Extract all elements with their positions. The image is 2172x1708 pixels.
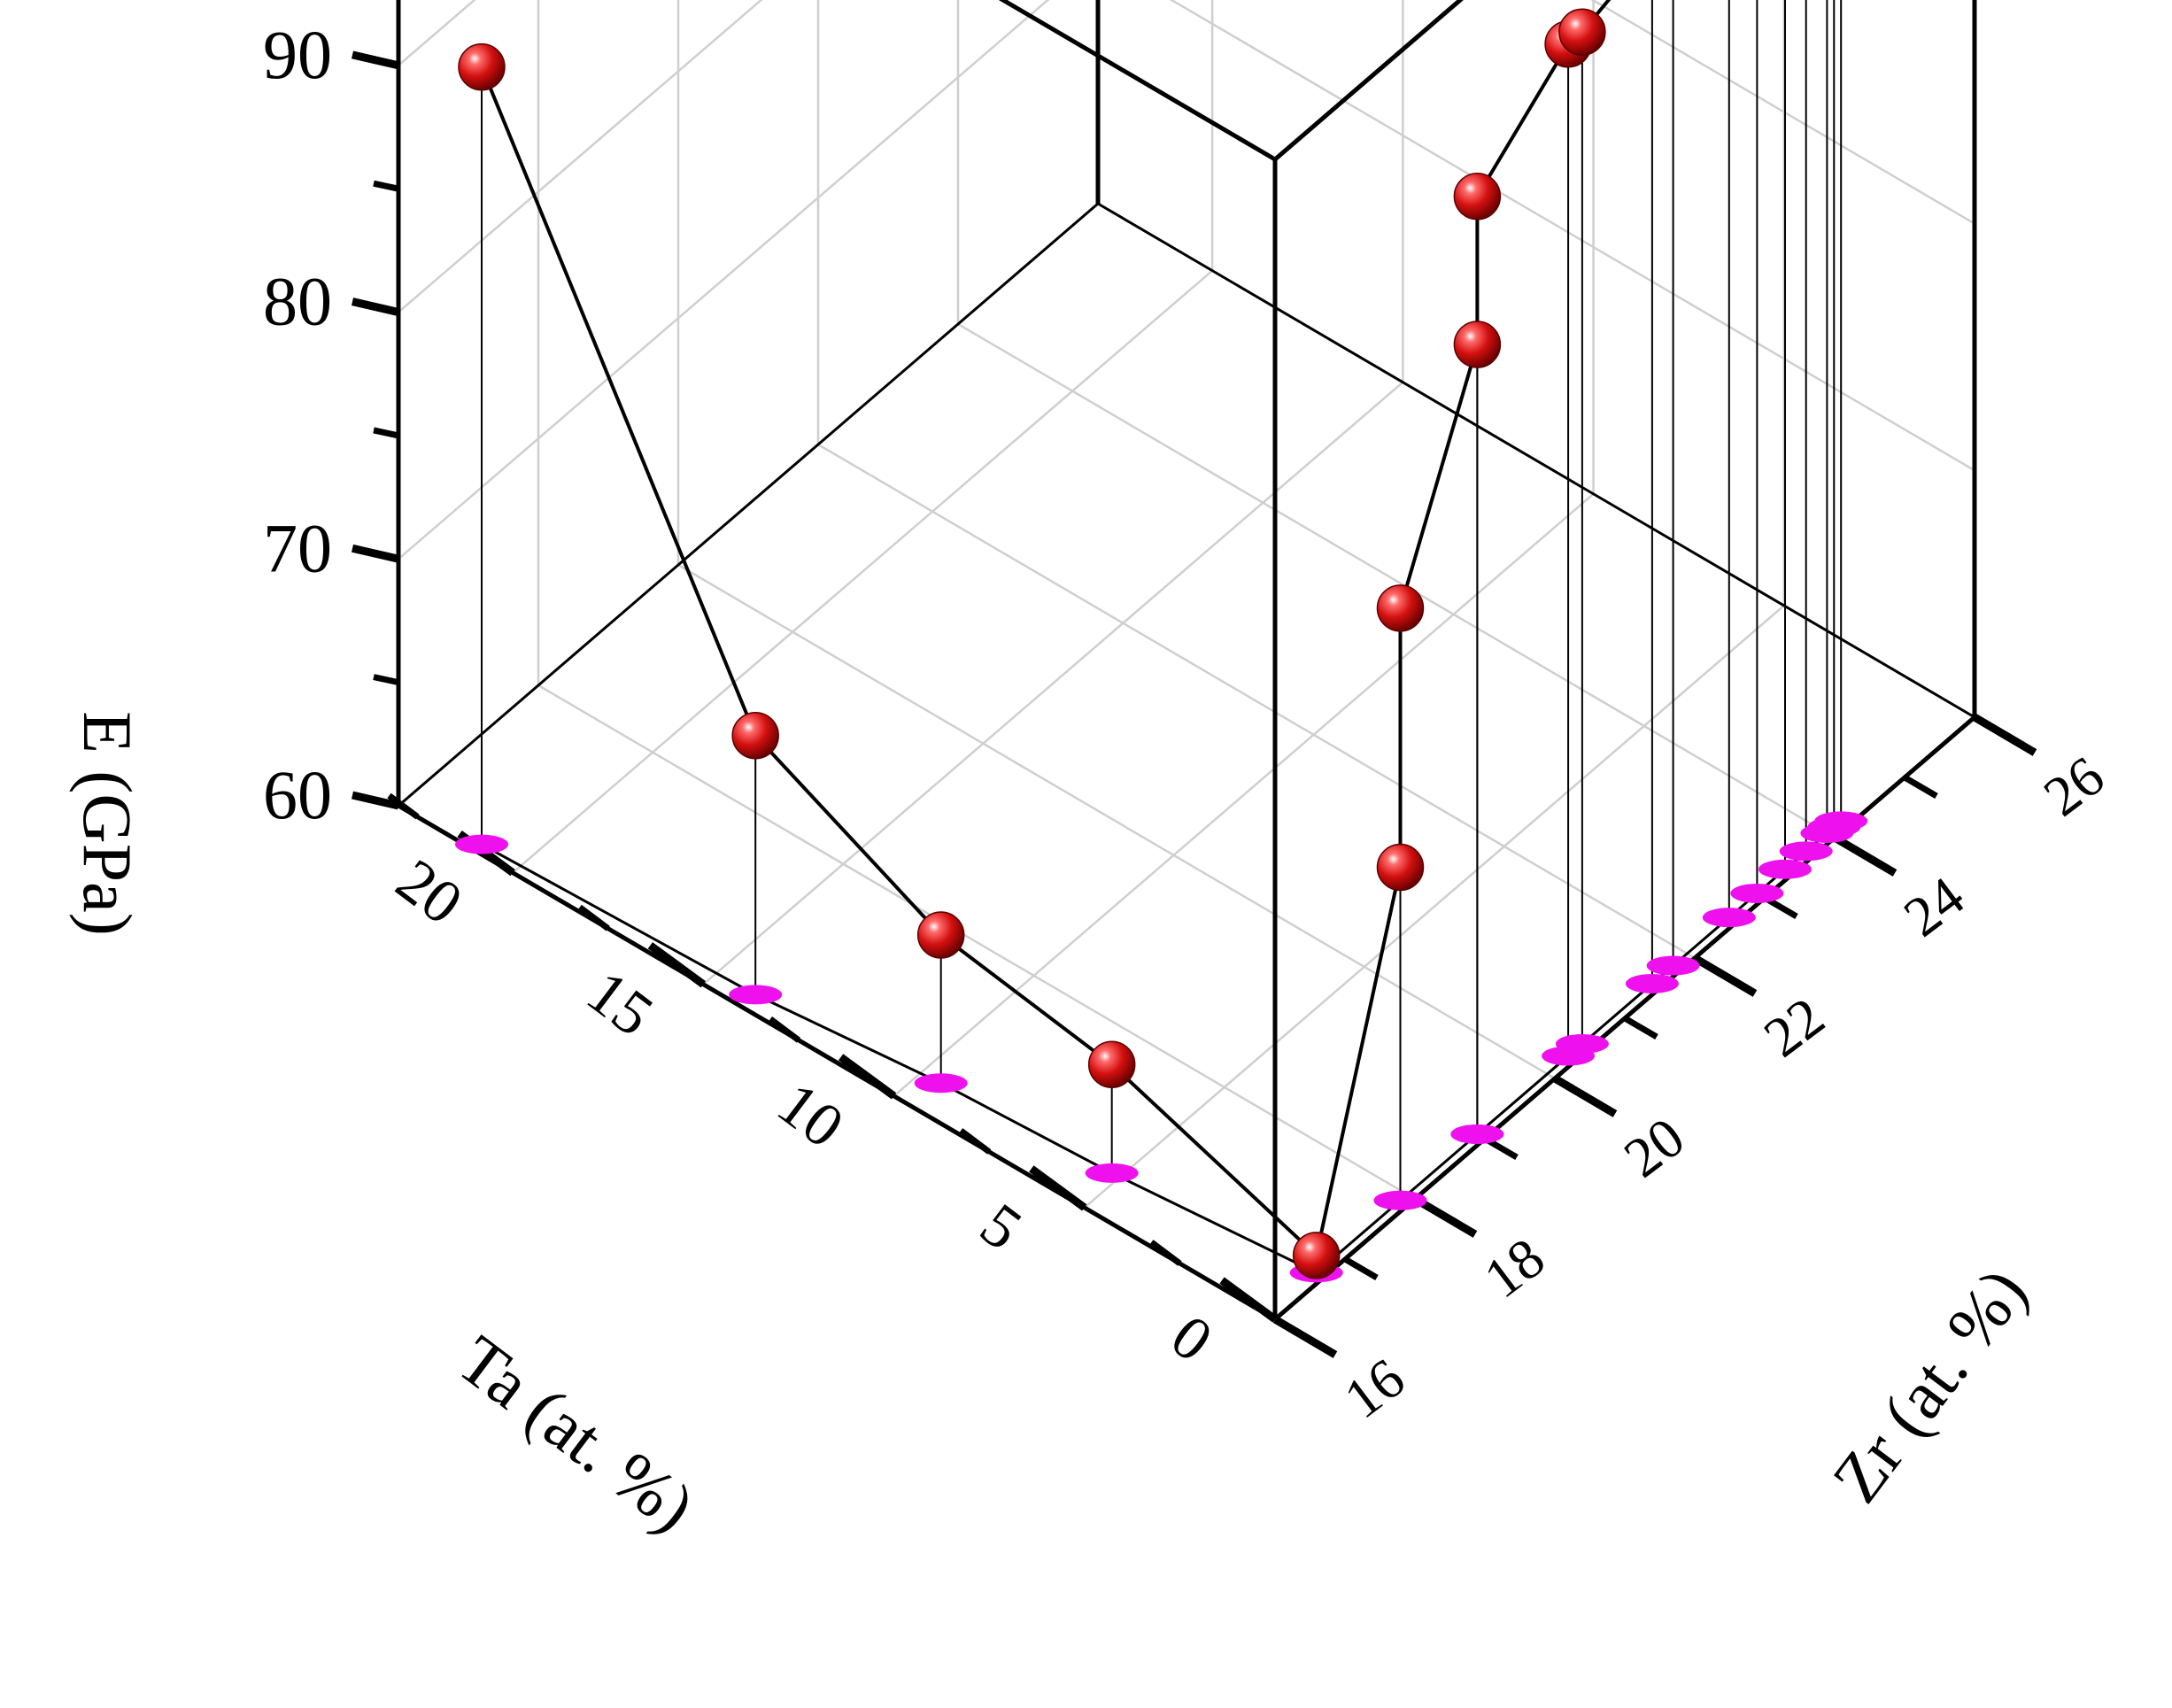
axis-labels: E (GPa) Ta (at. %) Zr (at. %) 60 70 80 90 10… [69, 16, 2115, 1547]
data-point [1558, 8, 1606, 56]
tick-major-e [351, 544, 400, 563]
tick-label-ta: 5 [968, 1191, 1033, 1264]
tick-major-zr [1552, 1075, 1618, 1117]
data-point [731, 711, 779, 760]
data-point [916, 911, 965, 959]
data-points [458, 8, 1606, 1279]
tick-minor-ta [959, 1128, 992, 1155]
grid-line-floor-zr [537, 684, 1416, 1201]
tick-label-ta: 20 [384, 846, 475, 939]
tick-major-e [351, 50, 400, 70]
tick-minor-zr [1903, 774, 1938, 800]
series-line [480, 0, 1612, 1259]
tick-minor-ta [768, 1016, 801, 1043]
tick-label-ta: 0 [1158, 1302, 1224, 1376]
tick-label-e: 80 [263, 263, 332, 340]
data-point [1453, 173, 1502, 220]
tick-label-e: 90 [263, 16, 332, 93]
tick-minor-ta [387, 792, 420, 820]
projection-marker [729, 985, 783, 1005]
axis-ticks [351, 50, 2037, 1358]
tick-minor-zr [1623, 1015, 1658, 1040]
grid [397, 0, 1976, 1321]
tick-minor-zr [1343, 1256, 1379, 1281]
tick-major-ta [1029, 1165, 1087, 1211]
tick-label-zr: 20 [1612, 1105, 1696, 1189]
tick-label-zr: 22 [1752, 985, 1836, 1069]
tick-label-zr: 24 [1892, 864, 1975, 948]
tick-minor-e [373, 180, 399, 192]
zr-axis-title: Zr (at. %) [1817, 1254, 2041, 1516]
tick-major-e [351, 298, 400, 316]
data-point [458, 43, 506, 91]
grid-line-wall-e [1590, 0, 1975, 225]
projection-marker [1450, 1124, 1504, 1144]
tick-major-ta [647, 942, 707, 988]
tick-major-zr [1972, 714, 2037, 756]
tick-label-zr: 26 [2032, 744, 2115, 828]
tick-minor-ta [1149, 1240, 1182, 1266]
projection-marker [914, 1073, 968, 1094]
tick-label-e: 60 [263, 756, 332, 833]
projection-marker [1373, 1190, 1427, 1210]
projection-marker [1702, 908, 1756, 928]
tick-label-e: 70 [263, 509, 332, 586]
projection-marker [1758, 859, 1812, 879]
data-point [1376, 843, 1425, 892]
z-axis-title: E (GPa) [69, 711, 146, 935]
tick-major-zr [1692, 954, 1758, 997]
projection-marker [1625, 973, 1679, 993]
tick-major-zr [1412, 1195, 1478, 1238]
frame-edge [1273, 0, 1464, 161]
projection-marker [1779, 841, 1833, 862]
frame-edge [998, 0, 1277, 162]
grid-line-floor-ta [512, 269, 1213, 874]
tick-major-e [351, 791, 400, 810]
frame-edge [1097, 202, 1975, 719]
tick-label-zr: 16 [1333, 1346, 1416, 1430]
grid-line-floor-zr [817, 443, 1696, 960]
projection-line [481, 820, 1843, 1275]
tick-major-ta [838, 1054, 897, 1100]
tick-label-zr: 18 [1472, 1225, 1556, 1310]
grid-line-floor-zr [677, 563, 1556, 1080]
grid-line-floor-ta [1083, 604, 1785, 1209]
tick-minor-e [373, 674, 399, 686]
grid-line-wall-e [1169, 0, 1975, 472]
grid-line-floor-ta [893, 492, 1595, 1097]
drop-lines [480, 0, 1843, 1273]
ta-axis-title: Ta (at. %) [444, 1320, 709, 1546]
data-line [480, 0, 1612, 1259]
frame-edge [398, 202, 1099, 808]
projection-marker [1646, 955, 1700, 976]
data-point [1453, 321, 1502, 368]
tick-major-zr [1272, 1316, 1338, 1358]
projection-marker [454, 834, 508, 854]
tick-major-zr [1832, 834, 1898, 877]
grid-line-floor-zr [957, 322, 1836, 839]
projection-marker [1730, 883, 1784, 903]
frame-edge [397, 803, 1277, 1322]
data-point [1087, 1040, 1136, 1088]
projection-marker [1814, 811, 1868, 831]
tick-minor-e [373, 427, 399, 439]
grid-line-wall-e [398, 0, 763, 313]
projection-marker [1085, 1163, 1139, 1183]
tick-label-ta: 15 [575, 958, 665, 1050]
tick-major-ta [1219, 1277, 1278, 1323]
base-projection [454, 811, 1868, 1283]
grid-line-wall-e [398, 0, 1050, 560]
tick-minor-ta [577, 904, 610, 931]
data-point [1292, 1232, 1341, 1279]
data-point [1376, 584, 1425, 632]
projection-marker [1555, 1033, 1609, 1054]
tick-label-ta: 10 [765, 1070, 855, 1162]
grid-line-floor-ta [702, 381, 1404, 985]
